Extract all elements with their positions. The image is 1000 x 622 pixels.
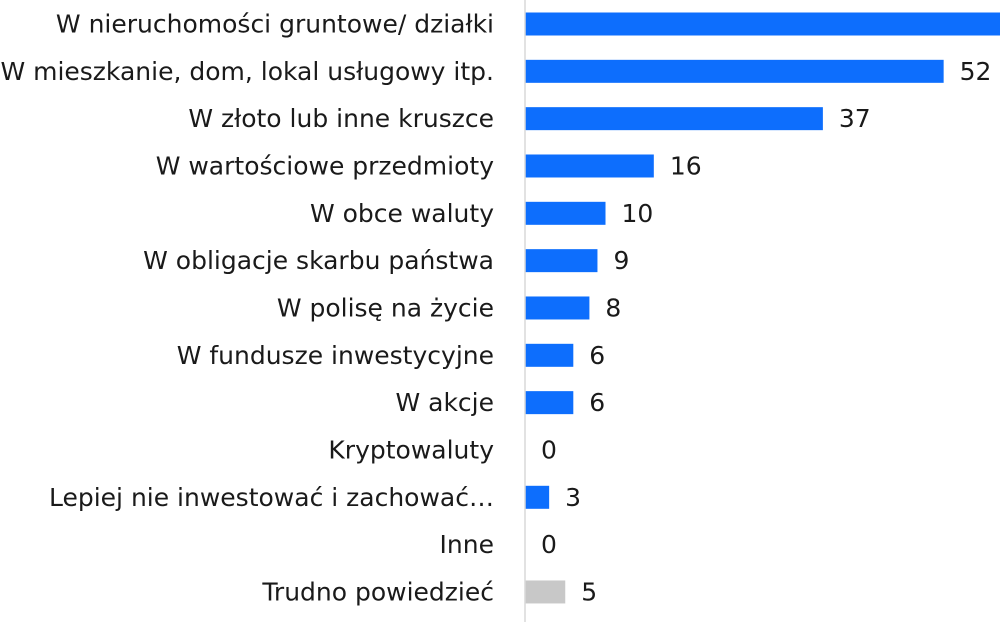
bar bbox=[525, 343, 574, 367]
bar bbox=[525, 107, 823, 131]
value-label: 0 bbox=[541, 530, 557, 559]
category-label: W fundusze inwestycyjne bbox=[177, 341, 494, 370]
category-label: Lepiej nie inwestować i zachować… bbox=[49, 483, 494, 512]
category-label: W mieszkanie, dom, lokal usługowy itp. bbox=[0, 57, 494, 86]
category-label: W nieruchomości gruntowe/ działki bbox=[56, 10, 494, 39]
value-label: 8 bbox=[605, 293, 621, 322]
value-label: 5 bbox=[581, 577, 597, 606]
bar bbox=[525, 580, 566, 604]
value-label: 10 bbox=[622, 199, 654, 228]
bar bbox=[525, 249, 598, 273]
category-label: Trudno powiedzieć bbox=[261, 577, 494, 606]
bar bbox=[525, 296, 590, 320]
bar bbox=[525, 391, 574, 415]
value-label: 3 bbox=[565, 483, 581, 512]
value-label: 37 bbox=[839, 104, 871, 133]
bar bbox=[525, 154, 654, 178]
bar bbox=[525, 201, 606, 225]
category-label: W obligacje skarbu państwa bbox=[143, 246, 494, 275]
value-label: 9 bbox=[613, 246, 629, 275]
value-label: 6 bbox=[589, 341, 605, 370]
value-label: 6 bbox=[589, 388, 605, 417]
category-label: Kryptowaluty bbox=[328, 435, 494, 464]
category-labels-layer: W nieruchomości gruntowe/ działki W miesz… bbox=[0, 10, 494, 607]
category-label: W złoto lub inne kruszce bbox=[188, 104, 494, 133]
value-label: 0 bbox=[541, 435, 557, 464]
category-label: W obce waluty bbox=[310, 199, 494, 228]
bars-layer bbox=[525, 12, 1000, 604]
value-label: 16 bbox=[670, 151, 702, 180]
bar bbox=[525, 59, 944, 83]
value-label: 52 bbox=[960, 57, 992, 86]
category-label: W polisę na życie bbox=[277, 293, 494, 322]
bar bbox=[525, 485, 550, 509]
category-label: Inne bbox=[440, 530, 494, 559]
bar bbox=[525, 12, 1000, 36]
category-label: W wartościowe przedmioty bbox=[156, 151, 495, 180]
category-label: W akcje bbox=[395, 388, 494, 417]
